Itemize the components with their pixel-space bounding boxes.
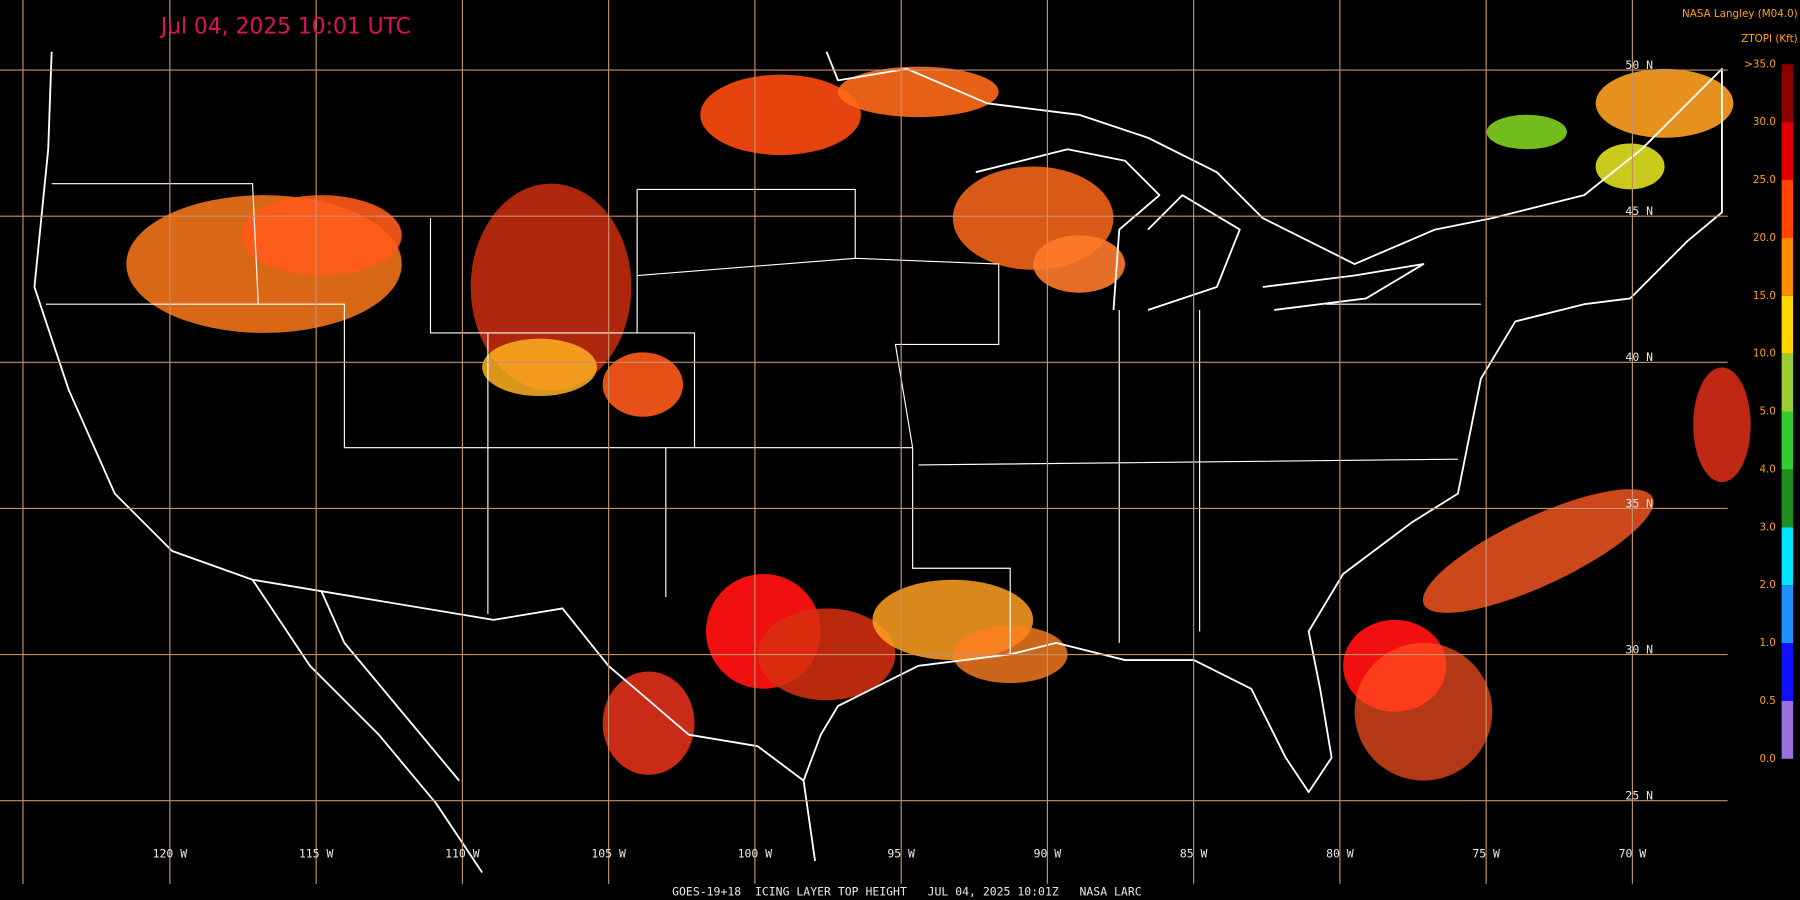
legend-swatch: [1781, 527, 1794, 586]
longitude-label: 75 W: [1472, 847, 1500, 861]
legend-label: 3.0: [1759, 521, 1775, 533]
us-outline: [33, 51, 1723, 794]
legend-swatch: [1781, 469, 1794, 528]
cloud: [1354, 642, 1493, 781]
cloud-layer: [126, 66, 1751, 781]
longitude-label: 80 W: [1326, 847, 1354, 861]
graticule: 50 N 45 N 40 N 35 N 30 N 25 N 120 W 115 W 110 W 1…: [0, 0, 1728, 884]
legend-label: >35.0: [1744, 58, 1776, 70]
longitude-label: 110 W: [445, 847, 480, 861]
legend-swatch: [1781, 411, 1794, 470]
cloud: [700, 74, 861, 155]
legend-label: 2.0: [1759, 579, 1775, 591]
legend-label: 15.0: [1753, 290, 1776, 302]
legend-label: 1.0: [1759, 637, 1775, 649]
timestamp: Jul 04, 2025 10:01 UTC: [159, 15, 411, 40]
legend-label: 4.0: [1759, 463, 1775, 475]
longitude-label: 105 W: [591, 847, 626, 861]
source-label: NASA Langley (M04.0): [1682, 8, 1798, 20]
state-lines: [45, 183, 1481, 655]
latitude-label: 30 N: [1625, 642, 1653, 656]
latitude-label: 45 N: [1625, 204, 1653, 218]
longitude-label: 90 W: [1034, 847, 1062, 861]
legend-label: 25.0: [1753, 174, 1776, 186]
legend-label: 20.0: [1753, 232, 1776, 244]
latitude-label: 50 N: [1625, 58, 1653, 72]
latitude-label: 40 N: [1625, 350, 1653, 364]
legend-swatch: [1781, 64, 1794, 123]
longitude-label: 120 W: [153, 847, 188, 861]
coastlines: [33, 51, 1723, 873]
legend-swatch: [1781, 585, 1794, 644]
longitude-label: 85 W: [1180, 847, 1208, 861]
legend-swatch: [1781, 295, 1794, 354]
longitude-label: 115 W: [299, 847, 334, 861]
longitude-label: 70 W: [1619, 847, 1647, 861]
cloud: [602, 671, 695, 775]
legend-swatch: [1781, 353, 1794, 412]
legend-swatch: [1781, 700, 1794, 759]
latitude-label: 35 N: [1625, 496, 1653, 510]
legend-title: ZTOPI (Kft): [1741, 33, 1797, 45]
color-legend: >35.0 30.0 25.0 20.0 15.0 10.0 5.0 4.0 3.0 2.0 1.0…: [1744, 58, 1794, 765]
legend-label: 30.0: [1753, 116, 1776, 128]
longitude-label: 100 W: [738, 847, 773, 861]
legend-swatch: [1781, 237, 1794, 296]
legend-label: 5.0: [1759, 406, 1775, 418]
legend-swatch: [1781, 122, 1794, 181]
cloud: [1595, 68, 1734, 138]
cloud: [1693, 367, 1751, 483]
cloud: [602, 352, 684, 417]
latitude-label: 25 N: [1625, 789, 1653, 803]
legend-swatch: [1781, 643, 1794, 701]
longitude-label: 95 W: [887, 847, 915, 861]
footer-caption: GOES-19+18 ICING LAYER TOP HEIGHT JUL 04…: [672, 884, 1142, 898]
mexico-coast: [251, 579, 816, 873]
cloud: [241, 195, 402, 276]
cloud: [1486, 114, 1567, 150]
legend-label: 0.0: [1759, 753, 1775, 765]
cloud: [470, 183, 632, 391]
cloud: [1422, 489, 1654, 613]
cloud: [1033, 235, 1125, 293]
cloud: [482, 338, 597, 397]
cloud: [1595, 143, 1665, 190]
cloud: [838, 66, 999, 118]
legend-label: 10.0: [1753, 348, 1776, 360]
legend-swatch: [1781, 180, 1794, 238]
legend-label: 0.5: [1759, 695, 1775, 707]
